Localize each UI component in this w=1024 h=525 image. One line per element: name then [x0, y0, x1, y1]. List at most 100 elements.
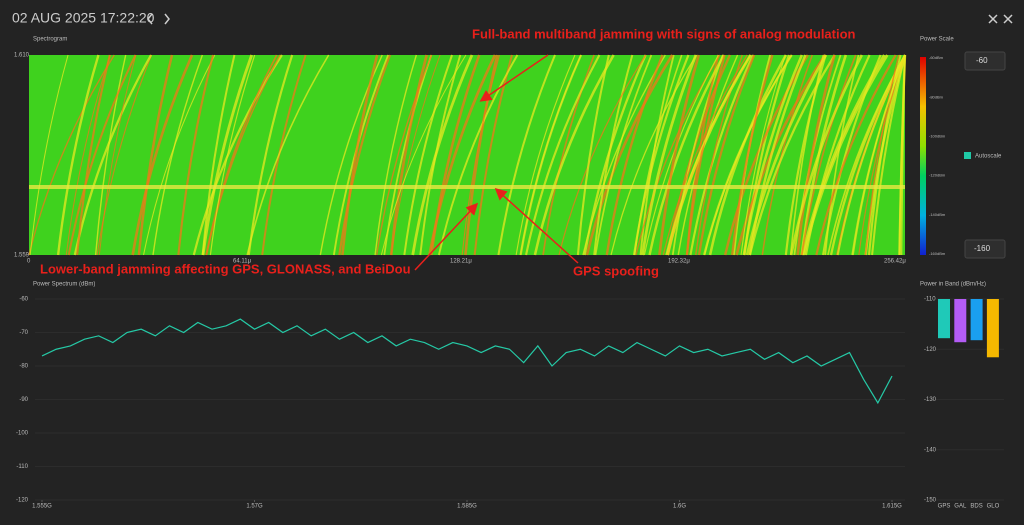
x-tick-label: 1.615G: [882, 504, 902, 510]
streak: [375, 54, 433, 256]
streak: [56, 54, 100, 256]
streak: [131, 54, 194, 256]
streak: [28, 54, 115, 256]
max-input[interactable]: [964, 51, 1006, 71]
y-tick-label: -60: [19, 297, 28, 303]
y-tick-label: -90: [19, 397, 28, 403]
y-tick-label: -110: [16, 464, 28, 470]
streak: [473, 54, 513, 256]
max-value: -60: [976, 56, 988, 65]
streak: [648, 54, 725, 256]
window-controls[interactable]: [988, 14, 1013, 24]
streak: [796, 54, 836, 256]
streak: [800, 54, 857, 256]
streak: [209, 54, 256, 256]
annotation-arrow: [479, 54, 549, 102]
streak: [94, 54, 127, 256]
power-scale-title: Power Scale: [920, 37, 954, 43]
streak: [515, 54, 576, 256]
streak: [430, 54, 481, 256]
autoscale-checkbox[interactable]: [964, 152, 971, 159]
streak: [641, 54, 698, 256]
streak: [585, 54, 674, 256]
streak: [246, 54, 330, 256]
streak: [76, 54, 111, 256]
colorbar: [920, 57, 926, 255]
streak: [804, 54, 871, 256]
band-title: Power in Band (dBm/Hz): [920, 282, 986, 288]
x-tick-label: 1.585G: [457, 504, 477, 510]
streak: [662, 54, 748, 256]
streak: [815, 54, 897, 256]
streak: [658, 54, 701, 256]
bar: [954, 299, 967, 343]
spectrogram-y-label: 1.559: [14, 253, 30, 259]
autoscale-label: Autoscale: [975, 154, 1002, 160]
spectrogram-title: Spectrogram: [33, 37, 67, 43]
band-line: [29, 185, 905, 189]
streak: [558, 54, 647, 256]
streak: [685, 54, 726, 256]
nav-arrows[interactable]: [147, 13, 170, 25]
streak: [98, 54, 137, 256]
streak: [497, 54, 556, 256]
x-tick-label: GAL: [954, 504, 967, 510]
bar: [938, 299, 950, 339]
spectrum-line: [41, 318, 893, 405]
streak: [464, 54, 499, 256]
spectrogram-x-label: 256.42μ: [884, 259, 906, 265]
streak: [665, 54, 752, 256]
streak: [437, 54, 519, 256]
bar: [970, 299, 983, 341]
streak: [784, 54, 827, 256]
streak: [748, 54, 836, 256]
x-tick-label: 1.6G: [673, 504, 686, 510]
streak: [247, 54, 294, 256]
streak: [201, 54, 236, 256]
streak: [697, 54, 756, 256]
y-tick-label: -80: [19, 364, 28, 370]
spectrum-title: Power Spectrum (dBm): [33, 282, 95, 288]
streak: [411, 54, 474, 256]
streak: [801, 54, 886, 256]
annotation: GPS spoofing: [573, 263, 659, 278]
colorbar-label: -140dBm: [929, 212, 946, 217]
spectrogram-x-label: 64.11μ: [233, 259, 252, 265]
streak: [96, 54, 153, 256]
streak: [703, 54, 793, 256]
streak: [789, 54, 863, 256]
annotation: Full-band multiband jamming with signs o…: [472, 26, 856, 41]
streak: [380, 54, 467, 256]
streak: [152, 54, 204, 256]
streak: [671, 54, 724, 256]
streak: [864, 54, 900, 256]
streak: [576, 54, 610, 256]
spectrogram-streaks: [28, 54, 907, 256]
streak: [201, 54, 254, 256]
y-tick-label: -130: [924, 397, 937, 403]
y-tick-label: -100: [16, 431, 29, 437]
min-input[interactable]: [964, 239, 1006, 259]
y-tick-label: -150: [924, 498, 937, 504]
streak: [67, 54, 137, 256]
streak: [745, 54, 828, 256]
x-tick-label: 1.57G: [246, 504, 263, 510]
x-tick-label: 1.555G: [32, 504, 52, 510]
streak: [403, 54, 453, 256]
y-tick-label: -120: [924, 347, 937, 353]
streak: [542, 54, 595, 256]
x-tick-label: GPS: [938, 504, 951, 510]
streak: [605, 54, 664, 256]
streak: [338, 54, 391, 256]
datetime: 02 AUG 2025 17:22:20: [12, 10, 155, 26]
streak: [137, 54, 174, 256]
streak: [73, 54, 153, 256]
streak: [708, 54, 787, 256]
colorbar-label: -100dBm: [929, 133, 946, 138]
streak: [610, 54, 698, 256]
streak: [65, 54, 111, 256]
streak: [374, 54, 418, 256]
y-tick-label: -120: [16, 498, 29, 504]
spectrogram-y-label: 1.610: [14, 53, 30, 59]
